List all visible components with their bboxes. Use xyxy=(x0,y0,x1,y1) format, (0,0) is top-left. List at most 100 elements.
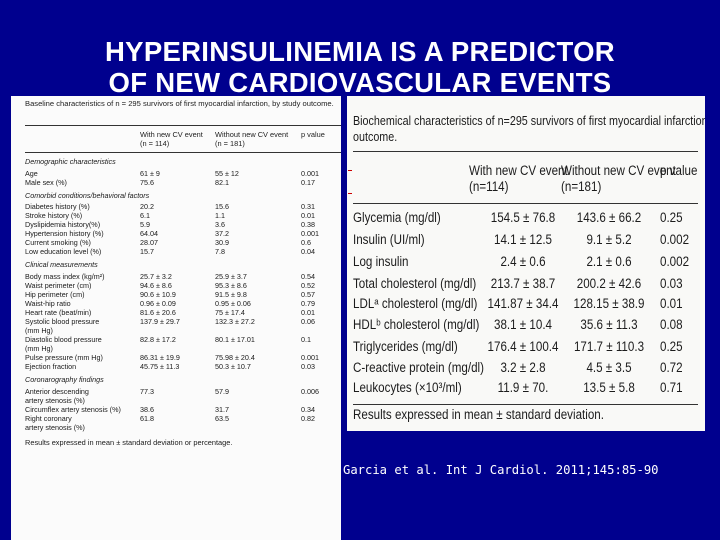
table-cell: 137.9 ± 29.7 xyxy=(140,317,180,327)
table-section-heading: Comorbid conditions/behavioral factors xyxy=(25,191,341,200)
table-row: (mm Hg) xyxy=(25,344,341,353)
table-cell: 30.9 xyxy=(215,238,229,248)
table-row: C-reactive protein (mg/dl) 3.2 ± 2.8 4.5 ±… xyxy=(353,359,703,377)
table-cell: 0.79 xyxy=(301,299,315,309)
col-header-with-event: With new CV event (n=114) xyxy=(469,163,568,194)
table-cell: 50.3 ± 10.7 xyxy=(215,362,251,372)
table-row: Anterior descending 77.3 57.9 0.006 xyxy=(25,387,341,396)
table-section-heading: Coronarography findings xyxy=(25,375,341,384)
table-cell: 0.95 ± 0.06 xyxy=(215,299,251,309)
table-cell: 25.7 ± 3.2 xyxy=(140,271,172,281)
table-cell: 0.1 xyxy=(301,335,311,345)
table-cell: 0.08 xyxy=(660,317,683,332)
table-cell: 0.6 xyxy=(301,238,311,248)
table-caption: Biochemical characteristics of n=295 sur… xyxy=(353,114,705,144)
table-row: Male sex (%) 75.6 82.1 0.17 xyxy=(25,178,341,187)
table-cell: 6.1 xyxy=(140,211,150,221)
table-cell: 11.9 ± 70. xyxy=(497,380,549,395)
table-row: artery stenosis (%) xyxy=(25,396,341,405)
table-cell: 55 ± 12 xyxy=(215,168,239,178)
red-tick-mark xyxy=(348,170,352,171)
table-cell: 25.9 ± 3.7 xyxy=(215,271,247,281)
table-cell: 0.006 xyxy=(301,386,319,396)
table-row: Waist perimeter (cm) 94.6 ± 8.6 95.3 ± 8.6… xyxy=(25,281,341,290)
table-cell: 0.25 xyxy=(660,339,683,354)
table-cell: 14.1 ± 12.5 xyxy=(493,232,553,247)
table-row: Glycemia (mg/dl) 154.5 ± 76.8 143.6 ± 66.2… xyxy=(353,209,703,227)
table-cell: LDLᵃ cholesterol (mg/dl) xyxy=(353,296,478,311)
table-cell: 0.002 xyxy=(660,254,690,269)
table-cell: 5.9 xyxy=(140,220,150,230)
table-cell: 0.03 xyxy=(301,362,315,372)
col-header-p-value: p value xyxy=(301,130,325,139)
table-cell: 128.15 ± 38.9 xyxy=(573,296,645,311)
table-cell: 82.8 ± 17.2 xyxy=(140,335,176,345)
table-row: Hip perimeter (cm) 90.6 ± 10.9 91.5 ± 9.8 0… xyxy=(25,290,341,299)
table-cell: Low education level (%) xyxy=(25,247,102,257)
table-cell: 77.3 xyxy=(140,386,154,396)
table-cell: 86.31 ± 19.9 xyxy=(140,353,180,363)
table-cell: 35.6 ± 11.3 xyxy=(580,317,638,332)
table-cell: Insulin (UI/ml) xyxy=(353,232,425,247)
col-header-p-value: p value xyxy=(660,163,698,178)
table-cell: 0.25 xyxy=(660,210,683,225)
table-cell: Systolic blood pressure xyxy=(25,317,100,327)
table-cell: 38.1 ± 10.4 xyxy=(493,317,553,332)
table-row: Dyslipidemia history(%) 5.9 3.6 0.38 xyxy=(25,220,341,229)
title-line-2: OF NEW CARDIOVASCULAR EVENTS xyxy=(108,67,612,98)
table-cell: 45.75 ± 11.3 xyxy=(140,362,180,372)
table-cell: 37.2 xyxy=(215,229,229,239)
table-cell: 0.06 xyxy=(301,317,315,327)
table-cell: Triglycerides (mg/dl) xyxy=(353,339,458,354)
table-section-heading: Clinical measurements xyxy=(25,260,341,269)
table-cell: C-reactive protein (mg/dl) xyxy=(353,360,484,375)
table-row: LDLᵃ cholesterol (mg/dl) 141.87 ± 34.4 128… xyxy=(353,295,703,313)
table-row: Total cholesterol (mg/dl) 213.7 ± 38.7 200… xyxy=(353,275,703,293)
table-cell: 1.1 xyxy=(215,211,225,221)
table-cell: 154.5 ± 76.8 xyxy=(490,210,556,225)
table-cell: Right coronary xyxy=(25,414,72,424)
table-row: Insulin (UI/ml) 14.1 ± 12.5 9.1 ± 5.2 0.002 xyxy=(353,231,703,249)
table-cell: Total cholesterol (mg/dl) xyxy=(353,276,477,291)
table-cell: 81.6 ± 20.6 xyxy=(140,308,176,318)
biochemical-characteristics-table: Biochemical characteristics of n=295 sur… xyxy=(347,96,705,431)
table-cell: 176.4 ± 100.4 xyxy=(487,339,559,354)
table-cell: 213.7 ± 38.7 xyxy=(490,276,556,291)
table-cell: Male sex (%) xyxy=(25,177,67,187)
table-rule xyxy=(353,404,698,405)
table-row: Current smoking (%) 28.07 30.9 0.6 xyxy=(25,238,341,247)
table-cell: 0.001 xyxy=(301,229,319,239)
table-cell: 20.2 xyxy=(140,202,154,212)
table-cell: 0.04 xyxy=(301,247,315,257)
table-cell: 15.6 xyxy=(215,202,229,212)
table-cell: 15.7 xyxy=(140,247,154,257)
table-cell: 0.57 xyxy=(301,290,315,299)
table-cell: 0.001 xyxy=(301,168,319,178)
citation: Garcia et al. Int J Cardiol. 2011;145:85… xyxy=(343,463,659,477)
table-row: HDLᵇ cholesterol (mg/dl) 38.1 ± 10.4 35.6 … xyxy=(353,316,703,334)
table-row: Body mass index (kg/m²) 25.7 ± 3.2 25.9 ± … xyxy=(25,272,341,281)
table-row: Right coronary 61.8 63.5 0.82 xyxy=(25,414,341,423)
table-cell: Dyslipidemia history(%) xyxy=(25,220,101,230)
table-cell: Heart rate (beat/min) xyxy=(25,308,92,318)
table-cell: 0.71 xyxy=(660,380,683,395)
table-cell: 0.31 xyxy=(301,202,315,212)
table-cell: Clinical measurements xyxy=(25,260,98,270)
table-cell: Glycemia (mg/dl) xyxy=(353,210,441,225)
table-row: Circumflex artery stenosis (%) 38.6 31.7 0.… xyxy=(25,405,341,414)
table-row: (mm Hg) xyxy=(25,326,341,335)
table-cell: 0.54 xyxy=(301,271,315,281)
table-cell: 0.52 xyxy=(301,280,315,290)
table-cell: Waist-hip ratio xyxy=(25,299,71,309)
table-row: Stroke history (%) 6.1 1.1 0.01 xyxy=(25,211,341,220)
table-footer: Results expressed in mean ± standard dev… xyxy=(25,438,233,448)
table-cell: 132.3 ± 27.2 xyxy=(215,317,255,327)
baseline-characteristics-table: Baseline characteristics of n = 295 surv… xyxy=(11,96,341,540)
table-cell: 3.2 ± 2.8 xyxy=(500,360,546,375)
table-cell: 0.002 xyxy=(660,232,690,247)
table-row: artery stenosis (%) xyxy=(25,423,341,432)
table-cell: 200.2 ± 42.6 xyxy=(576,276,642,291)
table-cell: 2.4 ± 0.6 xyxy=(500,254,546,269)
table-cell: Circumflex artery stenosis (%) xyxy=(25,405,121,415)
table-cell: 0.01 xyxy=(301,211,315,221)
